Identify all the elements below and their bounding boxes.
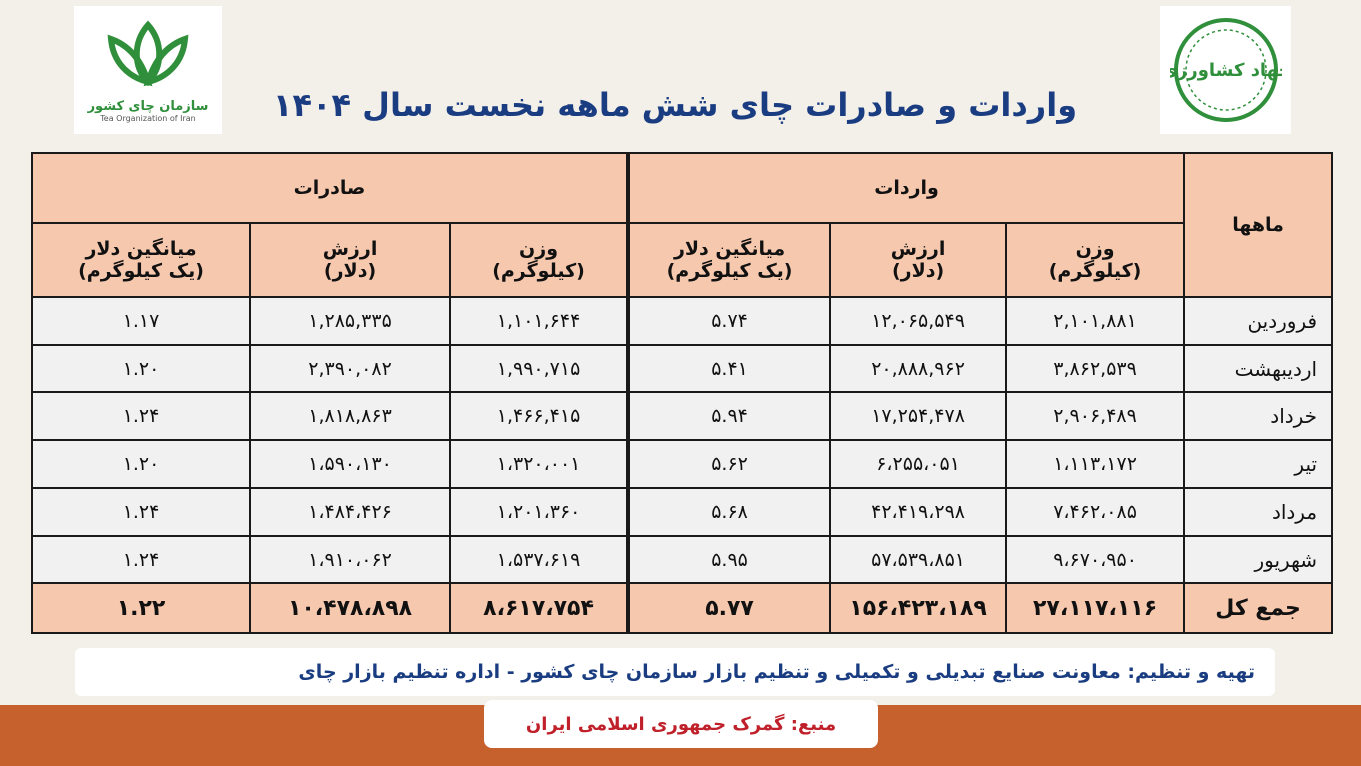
- tea-organization-logo: سازمان چای کشور Tea Organization of Iran: [74, 6, 222, 134]
- import-weight-cell: ۹،۶۷۰،۹۵۰: [1005, 534, 1186, 585]
- export-value-cell: ۱,۸۱۸,۸۶۳: [249, 391, 452, 442]
- import-weight-cell: ۷،۴۶۲،۰۸۵: [1005, 486, 1186, 537]
- export-value-cell: ۱،۹۱۰،۰۶۲: [249, 534, 452, 585]
- source-box: منبع: گمرک جمهوری اسلامی ایران: [484, 700, 878, 748]
- export-weight-cell: ۱،۳۲۰،۰۰۱: [449, 439, 630, 489]
- source-text: منبع: گمرک جمهوری اسلامی ایران: [525, 713, 837, 735]
- export-avg-cell: ۱.۲۴: [30, 486, 252, 537]
- export-weight-cell: ۱,۴۶۶,۴۱۵: [449, 391, 630, 442]
- import-value-cell: ۲۰,۸۸۸,۹۶۲: [829, 343, 1008, 394]
- import-value-cell: ۱۷,۲۵۴,۴۷۸: [829, 391, 1008, 442]
- header-exports: صادرات: [30, 152, 630, 224]
- export-weight-cell: ۱،۵۳۷،۶۱۹: [449, 534, 630, 585]
- header-imports: واردات: [626, 152, 1186, 224]
- month-cell: اردیبهشت: [1183, 343, 1334, 394]
- header-import-avg: میانگین دلار (یک کیلوگرم): [626, 222, 832, 298]
- header-export-weight: وزن (کیلوگرم): [449, 222, 630, 298]
- table-row: اردیبهشت ۳,۸۶۲,۵۳۹ ۲۰,۸۸۸,۹۶۲ ۵.۴۱ ۱,۹۹۰…: [30, 343, 1334, 394]
- header-export-avg: میانگین دلار (یک کیلوگرم): [30, 222, 252, 298]
- total-label: جمع کل: [1183, 582, 1334, 634]
- import-avg-cell: ۵.۹۵: [626, 534, 832, 585]
- header-import-value: ارزش (دلار): [829, 222, 1008, 298]
- export-value-cell: ۱,۲۸۵,۳۳۵: [249, 296, 452, 346]
- export-weight-cell: ۱,۹۹۰,۷۱۵: [449, 343, 630, 394]
- tea-trade-table: ماهها واردات صادرات وزن (کیلوگرم) ارزش (…: [30, 152, 1334, 634]
- import-weight-cell: ۱،۱۱۳،۱۷۲: [1005, 439, 1186, 489]
- export-weight-cell: ۱,۱۰۱,۶۴۴: [449, 296, 630, 346]
- logo-left-subtitle: Tea Organization of Iran: [100, 114, 196, 123]
- table-row: خرداد ۲,۹۰۶,۴۸۹ ۱۷,۲۵۴,۴۷۸ ۵.۹۴ ۱,۴۶۶,۴۱…: [30, 391, 1334, 442]
- import-value-cell: ۶،۲۵۵،۰۵۱: [829, 439, 1008, 489]
- total-row: جمع کل ۲۷،۱۱۷،۱۱۶ ۱۵۶،۴۲۳،۱۸۹ ۵.۷۷ ۸،۶۱۷…: [30, 582, 1334, 634]
- import-weight-cell: ۳,۸۶۲,۵۳۹: [1005, 343, 1186, 394]
- total-export-weight: ۸،۶۱۷،۷۵۴: [449, 582, 630, 634]
- export-avg-cell: ۱.۱۷: [30, 296, 252, 346]
- total-export-avg: ۱.۲۲: [30, 582, 252, 634]
- export-avg-cell: ۱.۲۴: [30, 534, 252, 585]
- export-value-cell: ۱،۴۸۴،۴۲۶: [249, 486, 452, 537]
- logo-right-name: جهاد کشاورزی: [1170, 60, 1282, 81]
- total-import-value: ۱۵۶،۴۲۳،۱۸۹: [829, 582, 1008, 634]
- credit-line: تهیه و تنظیم: معاونت صنایع تبدیلی و تکمی…: [75, 648, 1275, 696]
- export-avg-cell: ۱.۲۰: [30, 439, 252, 489]
- total-import-avg: ۵.۷۷: [626, 582, 832, 634]
- import-avg-cell: ۵.۶۲: [626, 439, 832, 489]
- export-avg-cell: ۱.۲۴: [30, 391, 252, 442]
- month-cell: خرداد: [1183, 391, 1334, 442]
- page-title: واردات و صادرات چای شش ماهه نخست سال ۱۴۰…: [272, 86, 1078, 124]
- import-avg-cell: ۵.۹۴: [626, 391, 832, 442]
- header-import-weight: وزن (کیلوگرم): [1005, 222, 1186, 298]
- import-avg-cell: ۵.۷۴: [626, 296, 832, 346]
- import-value-cell: ۴۲،۴۱۹،۲۹۸: [829, 486, 1008, 537]
- import-weight-cell: ۲,۹۰۶,۴۸۹: [1005, 391, 1186, 442]
- table-row: شهریور ۹،۶۷۰،۹۵۰ ۵۷،۵۳۹،۸۵۱ ۵.۹۵ ۱،۵۳۷،۶…: [30, 534, 1334, 585]
- import-weight-cell: ۲,۱۰۱,۸۸۱: [1005, 296, 1186, 346]
- total-export-value: ۱۰،۴۷۸،۸۹۸: [249, 582, 452, 634]
- table-row: مرداد ۷،۴۶۲،۰۸۵ ۴۲،۴۱۹،۲۹۸ ۵.۶۸ ۱،۲۰۱،۳۶…: [30, 486, 1334, 537]
- import-value-cell: ۵۷،۵۳۹،۸۵۱: [829, 534, 1008, 585]
- total-import-weight: ۲۷،۱۱۷،۱۱۶: [1005, 582, 1186, 634]
- month-cell: مرداد: [1183, 486, 1334, 537]
- export-value-cell: ۱،۵۹۰،۱۳۰: [249, 439, 452, 489]
- tea-leaf-icon: [107, 20, 189, 87]
- month-cell: فروردین: [1183, 296, 1334, 346]
- export-avg-cell: ۱.۲۰: [30, 343, 252, 394]
- export-value-cell: ۲,۳۹۰,۰۸۲: [249, 343, 452, 394]
- import-value-cell: ۱۲,۰۶۵,۵۴۹: [829, 296, 1008, 346]
- export-weight-cell: ۱،۲۰۱،۳۶۰: [449, 486, 630, 537]
- import-avg-cell: ۵.۶۸: [626, 486, 832, 537]
- import-avg-cell: ۵.۴۱: [626, 343, 832, 394]
- table-row: تیر ۱،۱۱۳،۱۷۲ ۶،۲۵۵،۰۵۱ ۵.۶۲ ۱،۳۲۰،۰۰۱ ۱…: [30, 439, 1334, 489]
- wheat-wreath-icon: جهاد کشاورزی: [1170, 18, 1282, 122]
- header-export-value: ارزش (دلار): [249, 222, 452, 298]
- logo-left-name: سازمان چای کشور: [87, 99, 209, 114]
- table-row: فروردین ۲,۱۰۱,۸۸۱ ۱۲,۰۶۵,۵۴۹ ۵.۷۴ ۱,۱۰۱,…: [30, 296, 1334, 346]
- month-cell: شهریور: [1183, 534, 1334, 585]
- jahad-keshavarzi-logo: جهاد کشاورزی: [1160, 6, 1291, 134]
- credit-text: تهیه و تنظیم: معاونت صنایع تبدیلی و تکمی…: [298, 661, 1255, 683]
- month-cell: تیر: [1183, 439, 1334, 489]
- header-months: ماهها: [1183, 152, 1334, 298]
